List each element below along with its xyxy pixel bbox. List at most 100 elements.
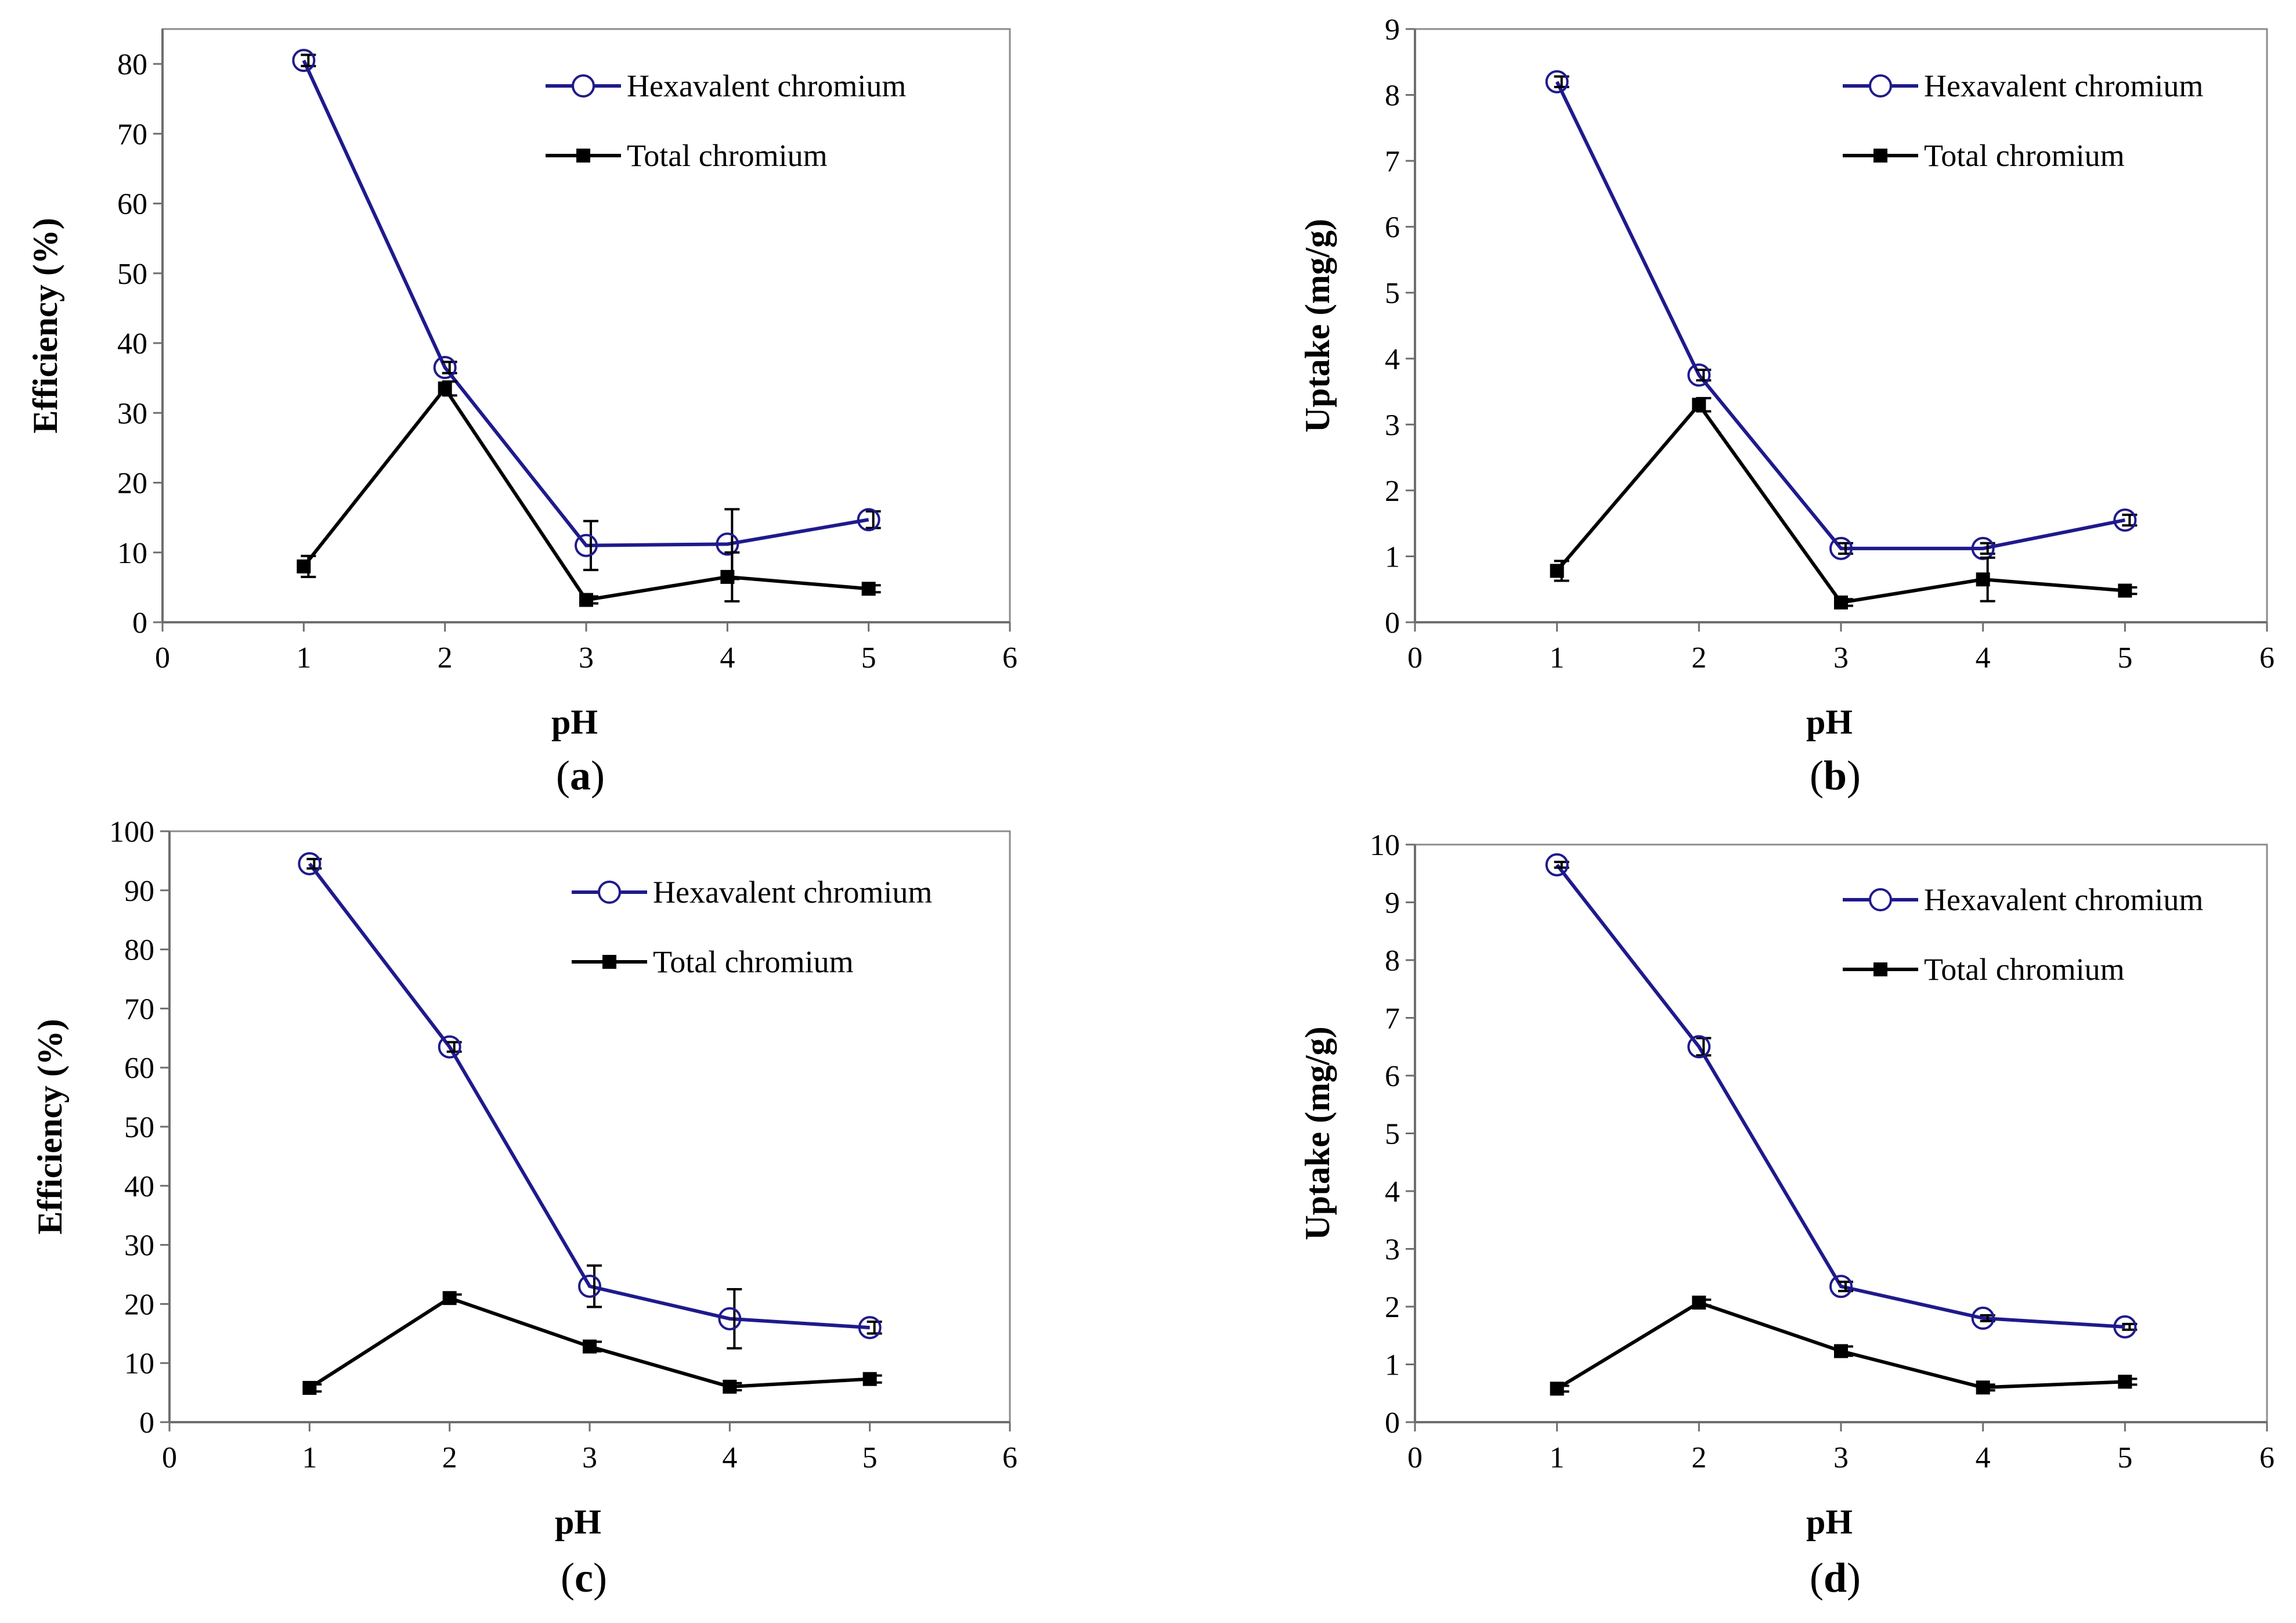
data-point — [2113, 508, 2137, 532]
y-tick-label: 7 — [1385, 145, 1400, 178]
y-tick-label: 80 — [117, 48, 147, 81]
x-tick-label: 5 — [2117, 1441, 2132, 1474]
data-point — [1692, 398, 1706, 412]
x-tick-label: 2 — [1691, 641, 1706, 675]
data-point — [1834, 1344, 1848, 1358]
legend-entry: Hexavalent chromium — [1843, 882, 2203, 917]
series-total-chromium — [1550, 396, 2138, 609]
legend-marker — [572, 74, 595, 98]
panel-caption: (d) — [1810, 1555, 1861, 1601]
y-tick-label: 8 — [1385, 80, 1400, 113]
y-tick-label: 60 — [117, 188, 147, 221]
plot-frame — [1414, 843, 2268, 1423]
data-point — [720, 569, 735, 584]
x-axis-label: pH — [551, 703, 598, 741]
x-tick-label: 6 — [1002, 1441, 1017, 1474]
y-tick-label: 90 — [124, 875, 154, 908]
y-tick-label: 8 — [1385, 944, 1400, 978]
series-total-chromium — [302, 1291, 882, 1395]
data-point — [718, 1307, 742, 1330]
y-tick-label: 1 — [1385, 540, 1400, 574]
caption-paren-close: ) — [1847, 752, 1861, 799]
data-point — [716, 532, 739, 556]
y-axis-label: Uptake (mg/g) — [1298, 1026, 1337, 1240]
legend-label: Hexavalent chromium — [1924, 68, 2203, 103]
legend-label: Hexavalent chromium — [1924, 882, 2203, 917]
y-tick-label: 3 — [1385, 409, 1400, 442]
legend-label: Total chromium — [627, 138, 828, 173]
data-point — [858, 1316, 882, 1340]
data-point — [438, 381, 452, 396]
legend-label: Total chromium — [1924, 952, 2125, 987]
data-point — [1687, 363, 1711, 387]
legend-marker — [1873, 149, 1887, 163]
legend-marker — [602, 955, 616, 969]
caption-paren-open: ( — [1810, 752, 1824, 799]
chart-panel-b: 0 1 2 3 4 5 6 7 8 9 0 1 2 3 4 5 6 pH Uptake (mg/g) Hexavale… — [1298, 13, 2275, 799]
x-tick-label: 1 — [1550, 641, 1565, 675]
x-tick-label: 2 — [442, 1441, 457, 1474]
legend-marker — [576, 149, 590, 163]
data-point — [1834, 595, 1848, 609]
y-tick-label: 30 — [117, 397, 147, 430]
x-tick-label: 1 — [296, 641, 311, 675]
y-tick-label: 10 — [117, 537, 147, 570]
y-tick-label: 10 — [124, 1347, 154, 1380]
data-point — [1687, 1035, 1711, 1059]
data-point — [578, 1274, 601, 1298]
series-line — [1555, 402, 2125, 605]
x-tick-label: 0 — [1407, 1441, 1423, 1474]
series-line — [1555, 863, 2125, 1329]
x-tick-label: 2 — [438, 641, 453, 675]
data-point — [1545, 853, 1569, 877]
chart-panel-c: 0 10 20 30 40 50 60 70 80 90 100 0 1 2 3 4 5 6 pH Efficienc… — [31, 816, 1017, 1601]
x-tick-label: 3 — [582, 1441, 597, 1474]
plot-frame — [161, 28, 1011, 623]
data-point — [1976, 1380, 1990, 1395]
chart-panel-d: 0 1 2 3 4 5 6 7 8 9 10 0 1 2 3 4 5 6 pH Uptake (mg/g) Hexava… — [1298, 829, 2275, 1601]
legend-marker — [1869, 888, 1892, 911]
legend-label: Hexavalent chromium — [653, 875, 932, 910]
caption-paren-close: ) — [593, 1555, 607, 1601]
caption-letter: a — [570, 752, 591, 799]
data-point — [575, 533, 598, 557]
x-tick-label: 3 — [1833, 1441, 1849, 1474]
data-point — [1550, 564, 1564, 578]
legend-entry: Hexavalent chromium — [546, 68, 906, 103]
x-tick-label: 0 — [155, 641, 170, 675]
y-tick-label: 6 — [1385, 1060, 1400, 1093]
y-tick-label: 50 — [124, 1111, 154, 1144]
data-point — [1971, 1306, 1995, 1330]
series-line — [308, 863, 870, 1330]
data-point — [861, 582, 876, 596]
x-tick-label: 0 — [1407, 641, 1423, 675]
y-tick-label: 0 — [1385, 1406, 1400, 1440]
y-tick-label: 20 — [124, 1288, 154, 1321]
x-tick-label: 6 — [2259, 1441, 2275, 1474]
data-point — [2113, 1315, 2137, 1339]
legend-label: Total chromium — [1924, 138, 2125, 173]
series-total-chromium — [1550, 1296, 2138, 1396]
y-tick-label: 5 — [1385, 1118, 1400, 1151]
data-point — [298, 852, 322, 875]
data-point — [1545, 70, 1569, 93]
x-tick-label: 5 — [861, 641, 876, 675]
data-point — [433, 356, 457, 380]
x-tick-label: 2 — [1691, 1441, 1706, 1474]
data-point — [862, 1372, 877, 1386]
data-point — [1971, 536, 1995, 560]
x-tick-label: 1 — [1550, 1441, 1565, 1474]
legend-entry: Total chromium — [1843, 952, 2125, 987]
panel-caption: (b) — [1810, 752, 1861, 799]
x-tick-label: 5 — [862, 1441, 878, 1474]
y-tick-label: 2 — [1385, 475, 1400, 508]
y-tick-label: 9 — [1385, 13, 1400, 46]
legend-label: Hexavalent chromium — [627, 68, 906, 103]
data-point — [1976, 572, 1990, 587]
y-tick-label: 0 — [139, 1406, 154, 1440]
series-hexavalent-chromium — [1545, 853, 2138, 1339]
data-point — [1829, 536, 1853, 560]
data-point — [857, 508, 880, 532]
series-line — [302, 385, 869, 602]
y-tick-label: 70 — [117, 118, 147, 151]
